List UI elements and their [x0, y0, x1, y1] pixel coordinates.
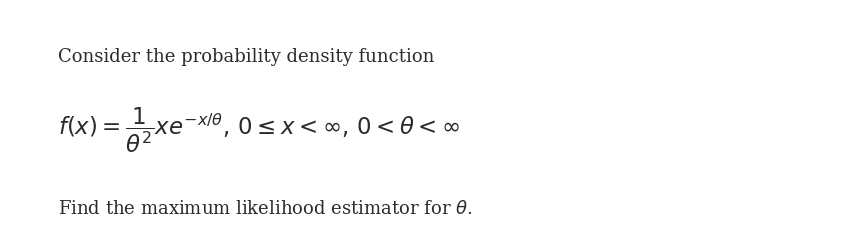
- Text: Consider the probability density function: Consider the probability density functio…: [58, 48, 434, 66]
- Text: Find the maximum likelihood estimator for $\theta$.: Find the maximum likelihood estimator fo…: [58, 200, 472, 218]
- Text: $f(x) = \dfrac{1}{\theta^2}xe^{-x/\theta},\, 0 \leq x < \infty,\, 0 < \theta < \: $f(x) = \dfrac{1}{\theta^2}xe^{-x/\theta…: [58, 106, 459, 155]
